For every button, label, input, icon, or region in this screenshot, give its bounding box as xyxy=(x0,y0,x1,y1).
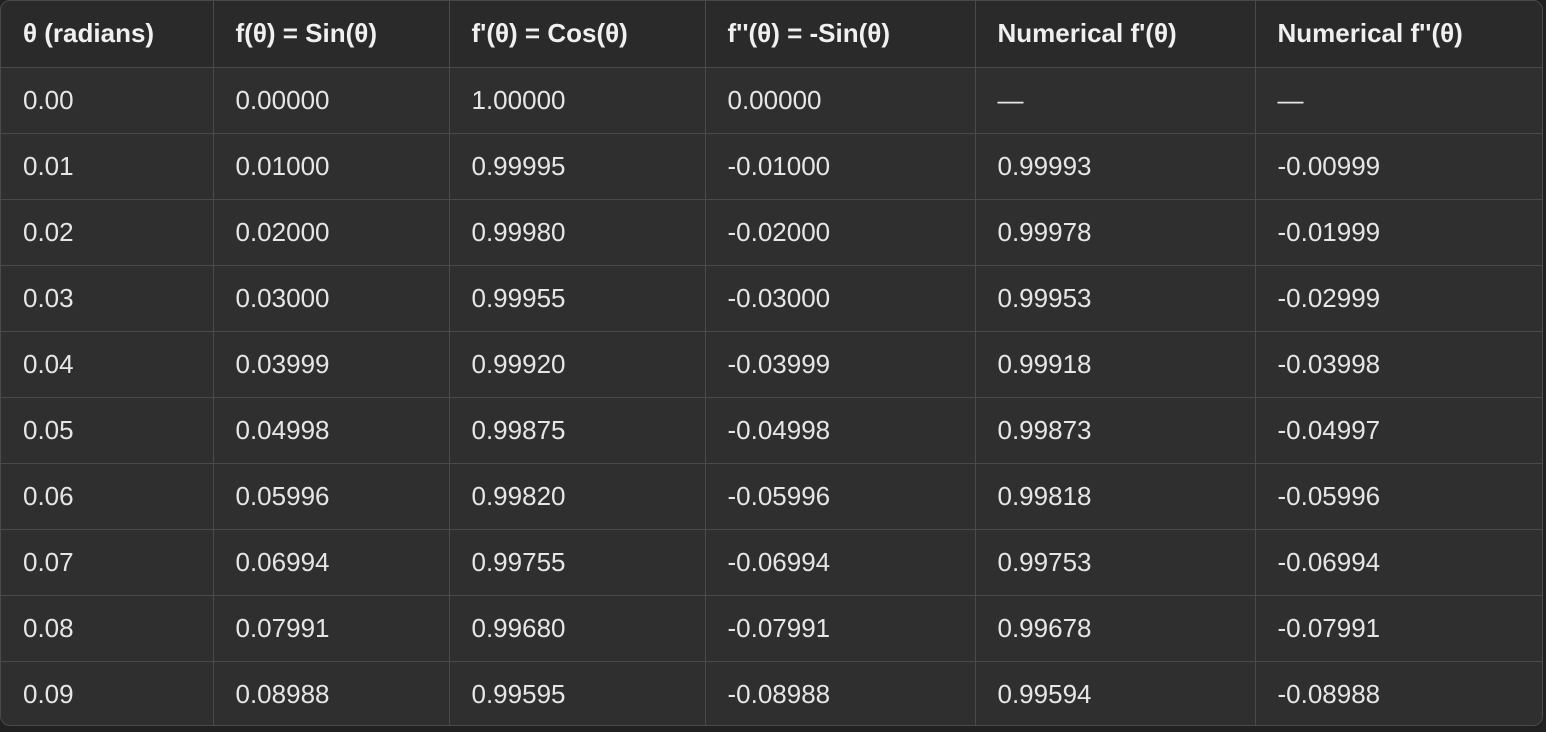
table-cell: 0.08988 xyxy=(213,661,450,725)
table-row: 0.04 0.03999 0.99920 -0.03999 0.99918 -0… xyxy=(1,331,1542,398)
table-cell: 0.99678 xyxy=(975,595,1256,662)
table-cell: 0.07 xyxy=(1,529,214,596)
table-cell: 0.99594 xyxy=(975,661,1256,725)
table-cell: 0.06 xyxy=(1,463,214,530)
table-cell: -0.02000 xyxy=(705,199,976,266)
table-row: 0.00 0.00000 1.00000 0.00000 — — xyxy=(1,67,1542,134)
table-cell: — xyxy=(975,67,1256,134)
table-cell: 0.09 xyxy=(1,661,214,725)
table-cell: 0.99873 xyxy=(975,397,1256,464)
table-cell: 0.99875 xyxy=(449,397,706,464)
table-row: 0.09 0.08988 0.99595 -0.08988 0.99594 -0… xyxy=(1,661,1542,725)
table-row: 0.01 0.01000 0.99995 -0.01000 0.99993 -0… xyxy=(1,133,1542,200)
table-cell: 0.04998 xyxy=(213,397,450,464)
column-header-theta: θ (radians) xyxy=(1,1,214,68)
table-cell: 0.02 xyxy=(1,199,214,266)
table-cell: 0.01 xyxy=(1,133,214,200)
table-cell: 0.02000 xyxy=(213,199,450,266)
table-cell: 0.99920 xyxy=(449,331,706,398)
table-cell: 0.07991 xyxy=(213,595,450,662)
table-cell: 0.99978 xyxy=(975,199,1256,266)
table-cell: 0.99820 xyxy=(449,463,706,530)
table-cell: 0.99918 xyxy=(975,331,1256,398)
table-cell: -0.07991 xyxy=(1255,595,1542,662)
column-header-numerical-second: Numerical f''(θ) xyxy=(1255,1,1542,68)
column-header-numerical-first: Numerical f'(θ) xyxy=(975,1,1256,68)
table-cell: 1.00000 xyxy=(449,67,706,134)
table-row: 0.03 0.03000 0.99955 -0.03000 0.99953 -0… xyxy=(1,265,1542,332)
table-cell: 0.05 xyxy=(1,397,214,464)
table-cell: -0.02999 xyxy=(1255,265,1542,332)
table-cell: -0.04997 xyxy=(1255,397,1542,464)
table-cell: 0.99955 xyxy=(449,265,706,332)
table-cell: 0.99980 xyxy=(449,199,706,266)
table-row: 0.02 0.02000 0.99980 -0.02000 0.99978 -0… xyxy=(1,199,1542,266)
table-cell: -0.07991 xyxy=(705,595,976,662)
table-cell: 0.99753 xyxy=(975,529,1256,596)
table-cell: 0.99995 xyxy=(449,133,706,200)
table-cell: -0.03000 xyxy=(705,265,976,332)
table-cell: -0.06994 xyxy=(1255,529,1542,596)
table-cell: -0.03999 xyxy=(705,331,976,398)
table-row: 0.05 0.04998 0.99875 -0.04998 0.99873 -0… xyxy=(1,397,1542,464)
table-cell: 0.99818 xyxy=(975,463,1256,530)
table-cell: 0.99755 xyxy=(449,529,706,596)
table-cell: 0.99680 xyxy=(449,595,706,662)
table-cell: 0.05996 xyxy=(213,463,450,530)
table-cell: -0.01999 xyxy=(1255,199,1542,266)
table-cell: 0.08 xyxy=(1,595,214,662)
table-cell: 0.99595 xyxy=(449,661,706,725)
table-cell: -0.05996 xyxy=(705,463,976,530)
table-cell: 0.03999 xyxy=(213,331,450,398)
table-cell: 0.00000 xyxy=(213,67,450,134)
table-cell: -0.01000 xyxy=(705,133,976,200)
table-cell: -0.05996 xyxy=(1255,463,1542,530)
table-cell: -0.08988 xyxy=(705,661,976,725)
table-cell: -0.06994 xyxy=(705,529,976,596)
table-cell: 0.04 xyxy=(1,331,214,398)
table-cell: 0.06994 xyxy=(213,529,450,596)
table-cell: 0.03000 xyxy=(213,265,450,332)
column-header-sin: f(θ) = Sin(θ) xyxy=(213,1,450,68)
table-row: 0.07 0.06994 0.99755 -0.06994 0.99753 -0… xyxy=(1,529,1542,596)
table-cell: -0.08988 xyxy=(1255,661,1542,725)
table-cell: 0.03 xyxy=(1,265,214,332)
table-cell: 0.00 xyxy=(1,67,214,134)
table-cell: 0.99953 xyxy=(975,265,1256,332)
table-cell: 0.00000 xyxy=(705,67,976,134)
column-header-neg-sin: f''(θ) = -Sin(θ) xyxy=(705,1,976,68)
table-cell: 0.01000 xyxy=(213,133,450,200)
table-header-row: θ (radians) f(θ) = Sin(θ) f'(θ) = Cos(θ)… xyxy=(1,1,1542,68)
table-cell: -0.03998 xyxy=(1255,331,1542,398)
table-cell: — xyxy=(1255,67,1542,134)
table-cell: -0.00999 xyxy=(1255,133,1542,200)
table-row: 0.06 0.05996 0.99820 -0.05996 0.99818 -0… xyxy=(1,463,1542,530)
table-cell: -0.04998 xyxy=(705,397,976,464)
table-cell: 0.99993 xyxy=(975,133,1256,200)
table-row: 0.08 0.07991 0.99680 -0.07991 0.99678 -0… xyxy=(1,595,1542,662)
column-header-cos: f'(θ) = Cos(θ) xyxy=(449,1,706,68)
